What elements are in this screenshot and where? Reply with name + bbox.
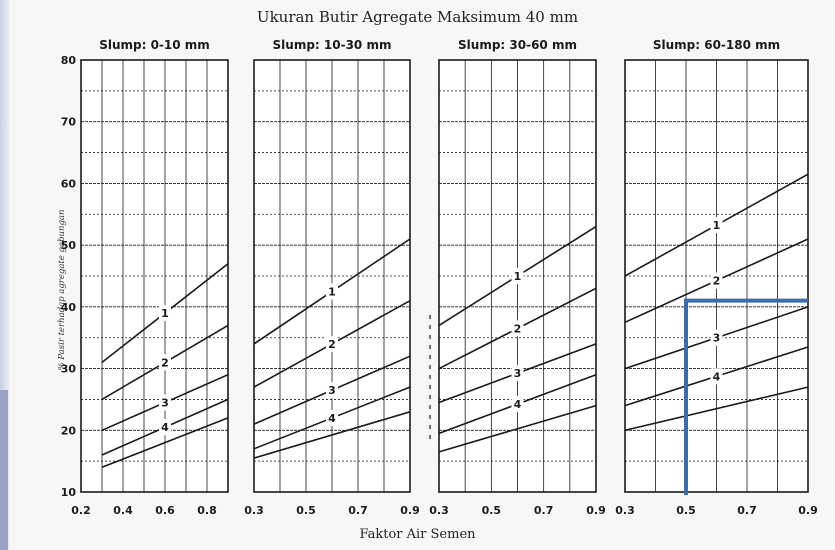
panel-frame [80, 59, 229, 493]
series-label: 4 [328, 412, 336, 425]
reading-guide-line [684, 298, 808, 495]
y-tick-label: 10 [61, 486, 77, 499]
series-label-background [511, 268, 524, 284]
series-label: 1 [514, 270, 522, 283]
y-tick-label: 20 [61, 424, 77, 437]
series-label-background [159, 354, 171, 371]
series-label-background [159, 305, 171, 322]
x-axis-label: Faktor Air Semen [359, 527, 476, 542]
series-label: 3 [713, 332, 721, 345]
series-line-lower-bound [624, 386, 809, 432]
series-label-background [159, 419, 171, 436]
panel-title: Slump: 60-180 mm [653, 38, 780, 52]
x-tick-label: 0.5 [676, 504, 696, 517]
series-label-background [710, 329, 723, 346]
panel-title: Slump: 0-10 mm [99, 38, 210, 52]
y-tick-label: 60 [61, 177, 77, 190]
series-label: 1 [161, 307, 169, 320]
series-label: 3 [328, 384, 336, 397]
series-label: 3 [514, 367, 522, 380]
x-tick-label: 0.7 [348, 504, 368, 517]
series-label-background [710, 217, 723, 234]
x-tick-label: 0.7 [534, 504, 554, 517]
x-tick-label: 0.5 [482, 504, 502, 517]
x-tick-label: 0.2 [71, 504, 91, 517]
series-label: 1 [328, 285, 336, 298]
x-tick-label: 0.7 [737, 504, 757, 517]
x-tick-label: 0.3 [429, 504, 449, 517]
x-tick-label: 0.9 [798, 504, 818, 517]
series-label-background [326, 283, 338, 300]
y-tick-label: 30 [61, 363, 77, 376]
x-tick-label: 0.9 [586, 504, 606, 517]
series-label: 2 [328, 338, 336, 351]
series-label-background [159, 394, 171, 411]
series-label: 2 [713, 275, 721, 288]
panel-frame [253, 59, 411, 493]
series-label-background [511, 396, 524, 413]
series-label-background [326, 409, 338, 426]
y-tick-label: 70 [61, 116, 77, 129]
scan-edge-strip [0, 0, 10, 550]
x-tick-label: 0.8 [197, 504, 217, 517]
series-label-background [710, 368, 723, 385]
panel-title: Slump: 10-30 mm [273, 38, 392, 52]
series-label: 2 [161, 356, 169, 369]
series-line-lower-bound [438, 404, 597, 453]
series-label-background [710, 272, 723, 289]
panel-frame [438, 59, 597, 493]
series-label-background [511, 320, 524, 337]
panel-title: Slump: 30-60 mm [458, 38, 577, 52]
x-tick-label: 0.9 [400, 504, 420, 517]
series-label: 4 [161, 421, 169, 434]
series-label: 4 [514, 398, 522, 411]
chart-title: Ukuran Butir Agregate Maksimum 40 mm [256, 8, 579, 26]
series-label-background [326, 382, 338, 399]
series-line-lower-bound [101, 417, 229, 469]
x-tick-label: 0.5 [296, 504, 316, 517]
series-label: 4 [713, 370, 721, 383]
x-tick-label: 0.3 [615, 504, 635, 517]
series-line-lower-bound [253, 411, 411, 459]
x-tick-label: 0.6 [155, 504, 175, 517]
x-tick-label: 0.3 [244, 504, 264, 517]
series-label: 3 [161, 397, 169, 410]
y-tick-label: 40 [61, 301, 77, 314]
series-label-background [511, 365, 524, 382]
series-label: 2 [514, 322, 522, 335]
y-tick-label: 80 [61, 54, 77, 67]
y-tick-label: 50 [61, 239, 77, 252]
x-tick-label: 0.4 [113, 504, 133, 517]
series-label-background [326, 335, 338, 352]
scan-edge-band [0, 390, 8, 550]
series-label: 1 [713, 219, 721, 232]
